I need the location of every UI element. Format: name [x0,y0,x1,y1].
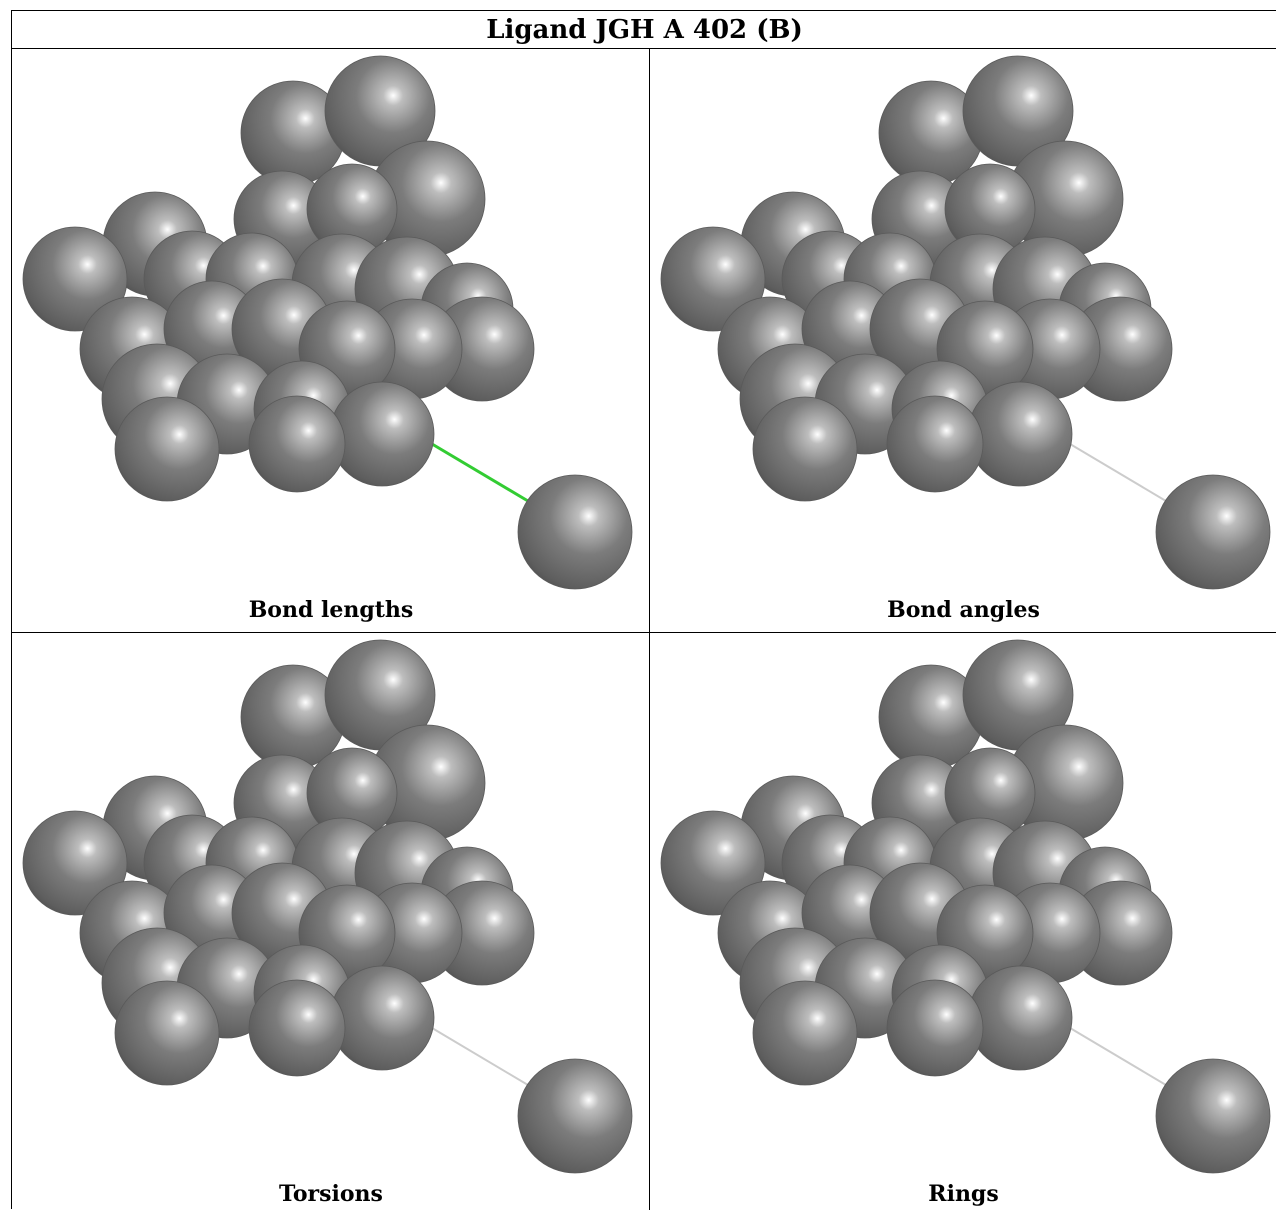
atom-sphere [248,979,346,1077]
panel-torsions: Torsions [12,633,650,1210]
atom-sphere-isolated [1155,474,1271,590]
caption-bond-angles: Bond angles [887,597,1040,623]
atom-sphere [752,980,858,1086]
bond-line [426,1024,534,1089]
panel-bond-angles: Bond angles [650,49,1276,633]
caption-bond-lengths: Bond lengths [248,597,414,623]
atom-sphere [329,965,435,1071]
atom-sphere [967,381,1073,487]
atom-sphere [886,979,984,1077]
atom-sphere [22,226,128,332]
atom-sphere [22,810,128,916]
atom-sphere-isolated [1155,1058,1271,1174]
atom-sphere [329,381,435,487]
atom-sphere [660,226,766,332]
atom-sphere [660,810,766,916]
table-divider-horizontal [12,632,1276,633]
ligand-sphere-model-bond-lengths [22,55,633,590]
ligand-figure-table: Ligand JGH A 402 (B) Bond lengths Bond a… [11,10,1276,1210]
ligand-sphere-model-torsions [22,639,633,1174]
bond-line [1064,440,1172,505]
ligand-sphere-model-rings [660,639,1271,1174]
figure-title: Ligand JGH A 402 (B) [12,11,1276,49]
atom-sphere [114,396,220,502]
panel-rings: Rings [650,633,1276,1210]
ligand-sphere-model-bond-angles [660,55,1271,590]
atom-sphere [886,395,984,493]
table-divider-vertical [649,49,650,1210]
bond-line [1064,1024,1172,1089]
caption-rings: Rings [928,1181,999,1207]
atom-sphere-isolated [517,474,633,590]
atom-sphere [752,396,858,502]
caption-torsions: Torsions [279,1181,383,1207]
atom-sphere-isolated [517,1058,633,1174]
atom-sphere [114,980,220,1086]
atom-sphere [248,395,346,493]
panel-bond-lengths: Bond lengths [12,49,650,633]
bond-line [426,439,534,506]
atom-sphere [967,965,1073,1071]
